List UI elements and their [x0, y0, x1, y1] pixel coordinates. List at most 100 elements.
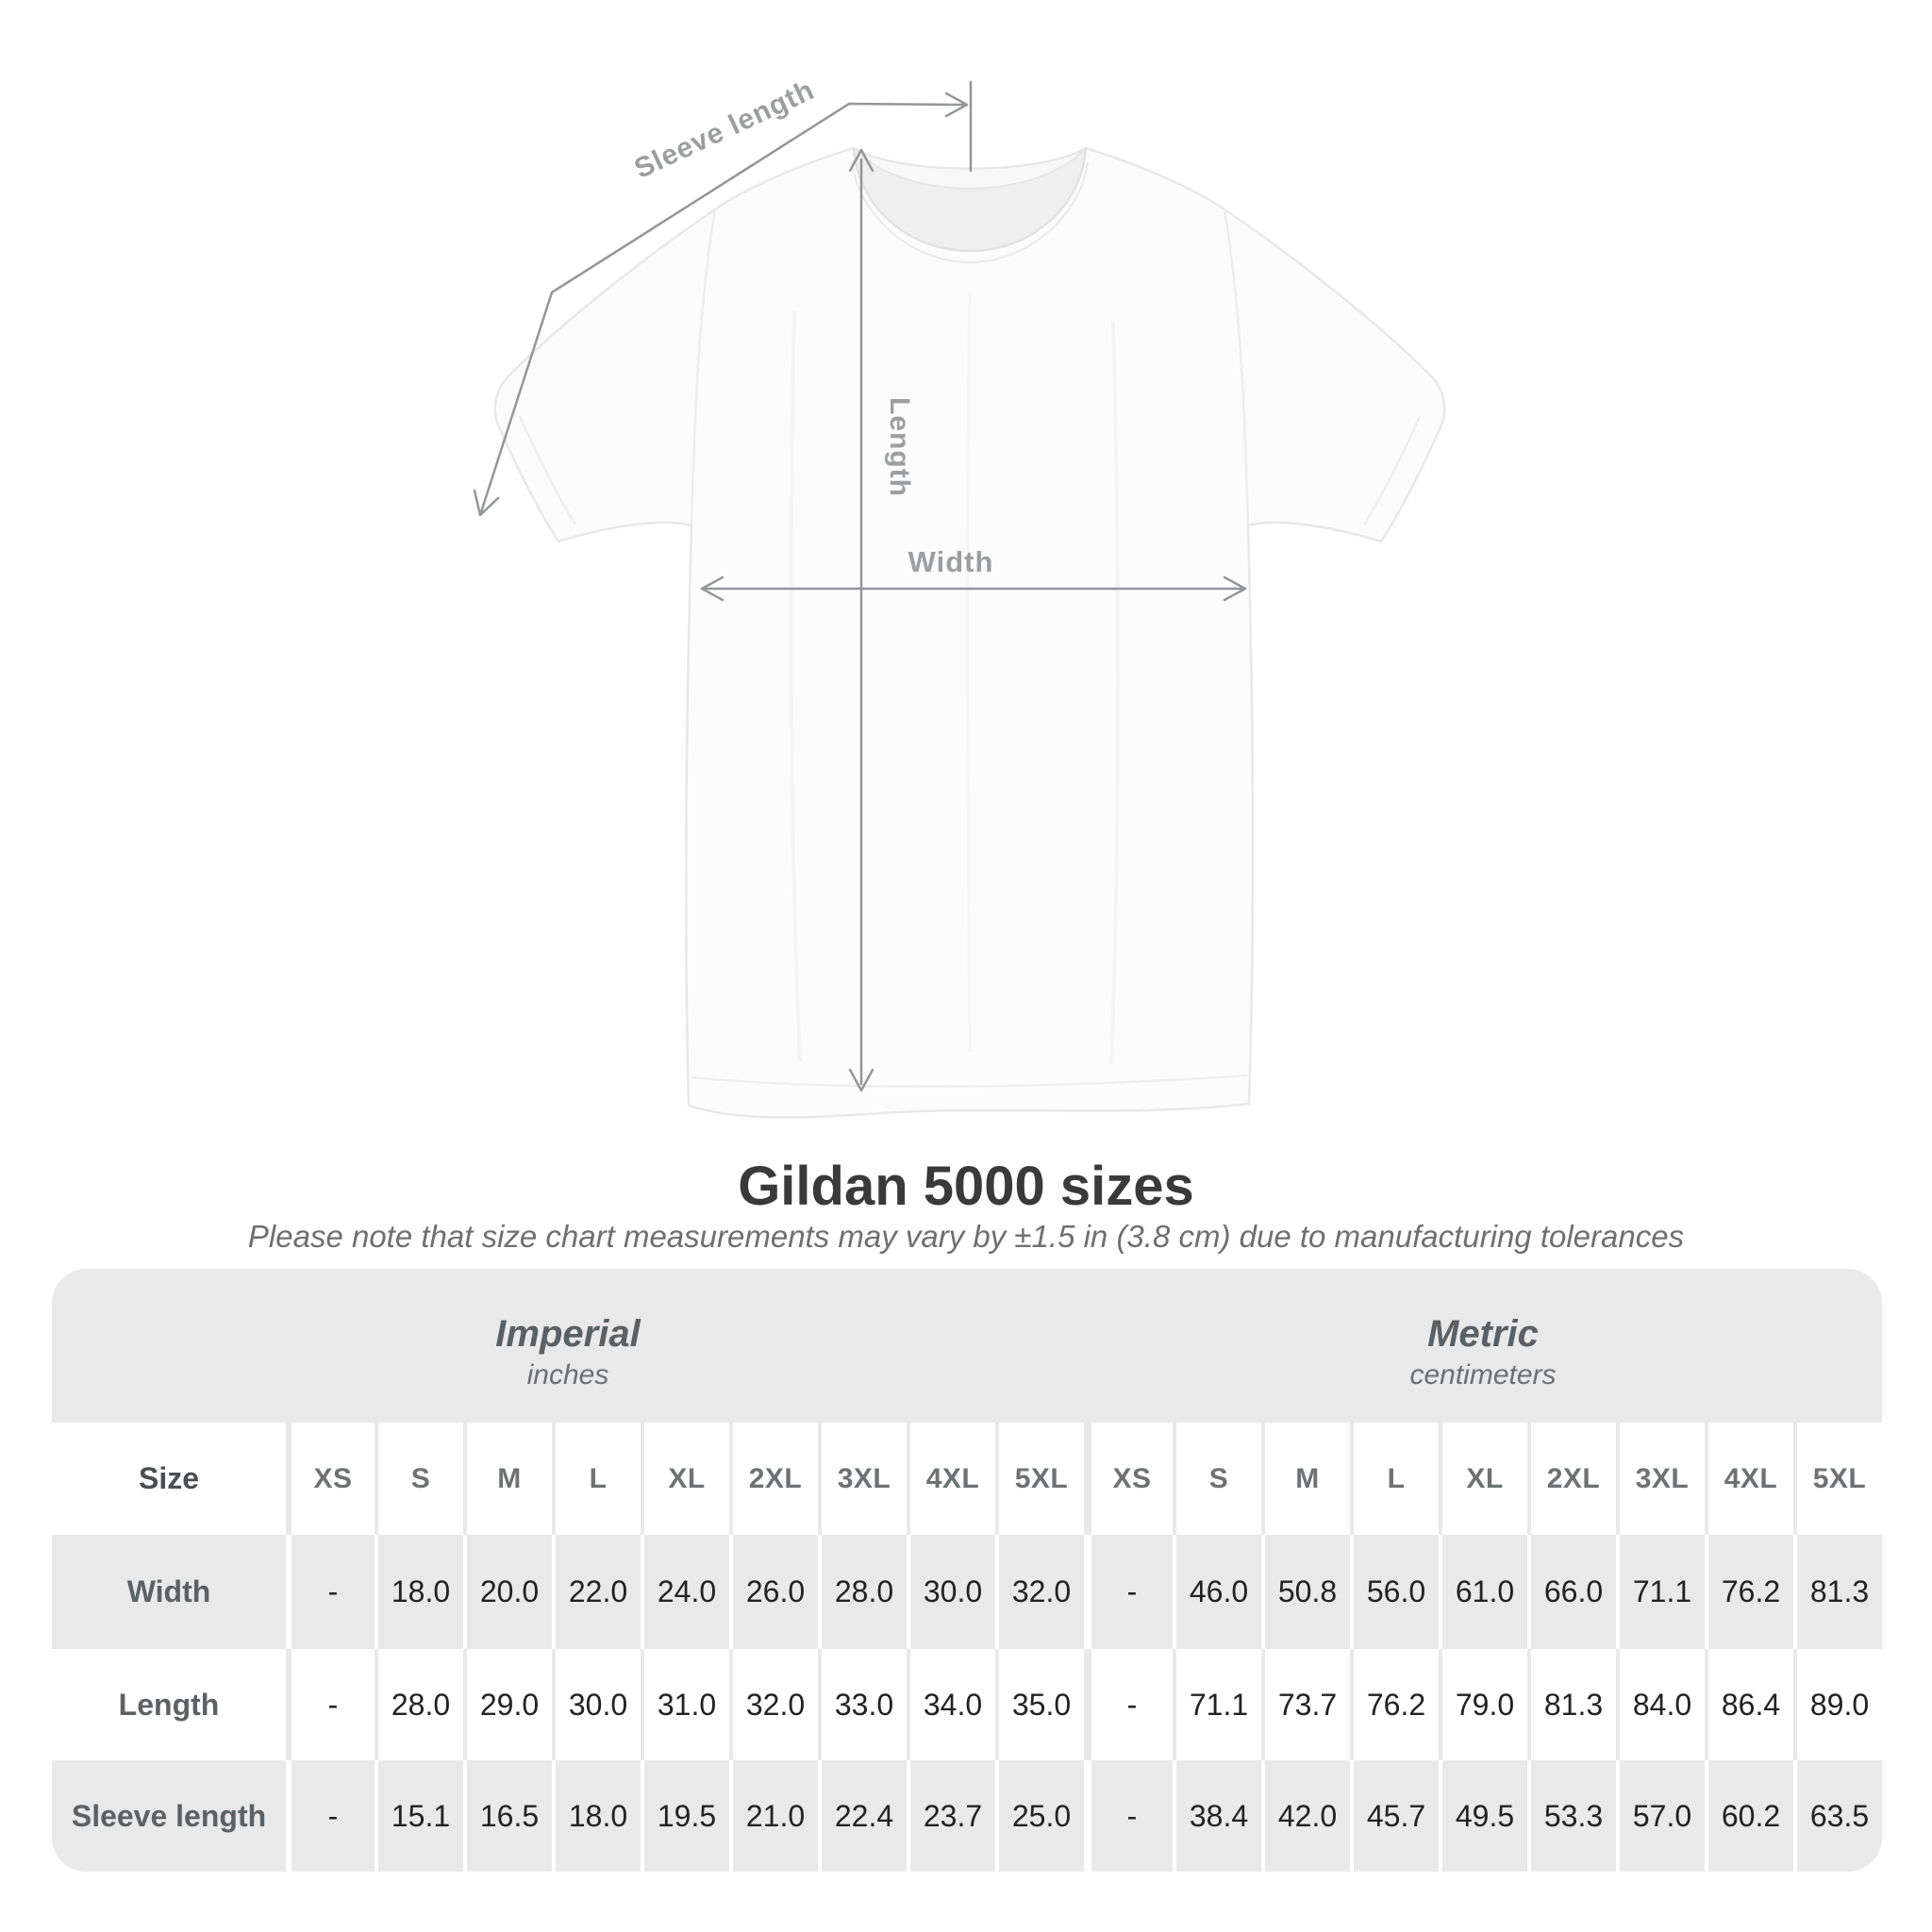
tshirt-graphic — [493, 146, 1446, 1119]
collar-front-rim — [852, 147, 1088, 253]
value-cell: 79.0 — [1439, 1649, 1527, 1760]
table-header-row: Size XS S M L XL 2XL 3XL 4XL 5XL XS S M L XL 2XL 3XL 4XL… — [52, 1423, 1882, 1535]
value-cell: 18.0 — [552, 1760, 641, 1872]
size-column-header: 3XL — [1616, 1423, 1705, 1535]
size-table: Imperial inches Metric centimeters Size … — [52, 1269, 1882, 1872]
unit-band: Imperial inches Metric centimeters — [52, 1269, 1882, 1423]
collar — [851, 147, 1089, 264]
value-cell: 60.2 — [1705, 1760, 1793, 1872]
value-cell: 56.0 — [1350, 1535, 1439, 1649]
tshirt-body — [493, 146, 1446, 1119]
value-cell: 32.0 — [729, 1649, 818, 1760]
value-cell: 19.5 — [641, 1760, 729, 1872]
width-label: Width — [908, 545, 994, 578]
collar-front-seam — [851, 161, 1089, 264]
value-cell: 46.0 — [1173, 1535, 1261, 1649]
size-column-header: 2XL — [729, 1423, 818, 1535]
value-cell: 71.1 — [1173, 1649, 1261, 1760]
value-cell: 42.0 — [1261, 1760, 1350, 1872]
value-cell: 71.1 — [1616, 1535, 1705, 1649]
arrowhead-left-icon — [700, 575, 724, 602]
sleeve-hem-right — [1362, 415, 1422, 525]
armhole-seam-left — [690, 208, 717, 526]
value-cell: 34.0 — [907, 1649, 995, 1760]
value-cell: 23.7 — [907, 1760, 995, 1872]
value-cell: 31.0 — [641, 1649, 729, 1760]
sleeve-length-line — [478, 102, 965, 516]
size-column-header: 3XL — [818, 1423, 907, 1535]
imperial-group-header: Imperial inches — [52, 1269, 1084, 1423]
arrowhead-right-icon — [944, 92, 969, 118]
value-cell: 63.5 — [1793, 1760, 1882, 1872]
value-cell: 16.5 — [463, 1760, 552, 1872]
arrowhead-down-icon — [848, 1068, 874, 1092]
value-cell: 81.3 — [1793, 1535, 1882, 1649]
value-cell: 22.0 — [552, 1535, 641, 1649]
size-column-header: L — [552, 1423, 641, 1535]
row-label: Width — [126, 1574, 211, 1608]
value-cell: 86.4 — [1705, 1649, 1793, 1760]
fold-line — [966, 291, 972, 1053]
size-column-header: 5XL — [995, 1423, 1084, 1535]
fold-line — [1109, 320, 1121, 1065]
value-cell: - — [286, 1535, 375, 1649]
value-cell: 33.0 — [818, 1649, 907, 1760]
value-cell: 29.0 — [463, 1649, 552, 1760]
size-column-header: XS — [1084, 1423, 1173, 1535]
value-cell: 28.0 — [375, 1649, 463, 1760]
length-label: Length — [884, 397, 915, 497]
value-cell: 50.8 — [1261, 1535, 1350, 1649]
value-cell: 57.0 — [1616, 1760, 1705, 1872]
value-cell: 30.0 — [907, 1535, 995, 1649]
value-cell: 25.0 — [995, 1760, 1084, 1872]
table-row-1: Length -28.0 29.0 30.0 31.0 32.0 33.0 34.0 35.0… — [52, 1649, 1882, 1760]
fold-line — [789, 310, 802, 1062]
table-row-0: Width -18.0 20.0 22.0 24.0 26.0 28.0 30.0 32.0-… — [52, 1535, 1882, 1649]
value-cell: - — [286, 1760, 375, 1872]
value-cell: 76.2 — [1705, 1535, 1793, 1649]
size-corner-header: Size — [138, 1461, 200, 1495]
page-title: Gildan 5000 sizes — [738, 1156, 1194, 1217]
value-cell: 81.3 — [1527, 1649, 1616, 1760]
value-cell: 35.0 — [995, 1649, 1084, 1760]
arrowhead-down-left-icon — [473, 489, 500, 517]
row-label: Sleeve length — [71, 1798, 267, 1833]
size-column-header: M — [1261, 1423, 1350, 1535]
value-cell: 24.0 — [641, 1535, 729, 1649]
value-cell: 22.4 — [818, 1760, 907, 1872]
value-cell: 15.1 — [375, 1760, 463, 1872]
metric-group-header: Metric centimeters — [1084, 1269, 1882, 1423]
value-cell: 66.0 — [1527, 1535, 1616, 1649]
imperial-label: Imperial — [495, 1312, 641, 1355]
value-cell: 84.0 — [1616, 1649, 1705, 1760]
bottom-hem-seam — [691, 1074, 1248, 1088]
size-column-header: M — [463, 1423, 552, 1535]
size-column-header: L — [1350, 1423, 1439, 1535]
value-cell: 30.0 — [552, 1649, 641, 1760]
value-cell: 53.3 — [1527, 1760, 1616, 1872]
value-cell: 26.0 — [729, 1535, 818, 1649]
value-cell: - — [286, 1649, 375, 1760]
metric-unit: centimeters — [1409, 1358, 1557, 1391]
value-cell: 21.0 — [729, 1760, 818, 1872]
metric-label: Metric — [1427, 1312, 1539, 1355]
value-cell: 49.5 — [1439, 1760, 1527, 1872]
length-annotation: Length — [848, 148, 915, 1092]
sleeve-hem-left — [518, 415, 577, 525]
value-cell: 61.0 — [1439, 1535, 1527, 1649]
value-cell: - — [1084, 1760, 1173, 1872]
size-column-header: S — [1173, 1423, 1261, 1535]
size-column-header: 2XL — [1527, 1423, 1616, 1535]
value-cell: - — [1084, 1649, 1173, 1760]
collar-opening — [854, 148, 1086, 251]
width-annotation: Width — [700, 545, 1247, 602]
value-cell: 89.0 — [1793, 1649, 1882, 1760]
value-cell: 18.0 — [375, 1535, 463, 1649]
value-cell: 76.2 — [1350, 1649, 1439, 1760]
value-cell: 45.7 — [1350, 1760, 1439, 1872]
value-cell: 73.7 — [1261, 1649, 1350, 1760]
arrowhead-up-icon — [848, 148, 874, 173]
size-column-header: XL — [1439, 1423, 1527, 1535]
size-column-header: XS — [286, 1423, 375, 1535]
